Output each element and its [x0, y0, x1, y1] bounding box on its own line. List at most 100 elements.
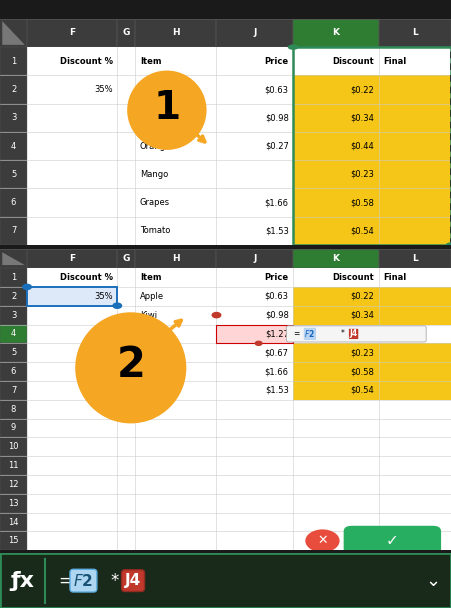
Bar: [0, 287, 27, 306]
Text: 2: 2: [11, 292, 16, 301]
Text: 9: 9: [11, 424, 16, 432]
Bar: [0, 456, 27, 475]
Bar: [0, 306, 27, 325]
Bar: [0, 513, 27, 531]
Bar: [27, 325, 451, 344]
Text: ƒx: ƒx: [10, 571, 35, 590]
Bar: [27, 513, 451, 531]
Text: Tomato: Tomato: [140, 226, 170, 235]
Bar: [0, 47, 27, 75]
Bar: [27, 217, 451, 245]
Text: Discount: Discount: [332, 273, 374, 282]
Text: $0.22: $0.22: [350, 292, 374, 301]
Text: $0.23: $0.23: [350, 348, 374, 358]
Text: $1.66: $1.66: [265, 367, 289, 376]
Bar: [27, 456, 451, 475]
Text: 35%: 35%: [94, 292, 113, 301]
Bar: [293, 47, 451, 245]
Text: 10: 10: [8, 442, 19, 451]
Text: J4: J4: [350, 330, 358, 339]
Bar: [293, 161, 379, 188]
Bar: [0, 494, 27, 513]
Text: Mango: Mango: [140, 348, 168, 358]
Text: $0.27: $0.27: [265, 142, 289, 151]
Text: $0.63: $0.63: [265, 85, 289, 94]
Text: $1.27: $1.27: [265, 330, 289, 339]
Bar: [379, 287, 451, 306]
Text: 5: 5: [11, 170, 16, 179]
Text: $0.54: $0.54: [350, 226, 374, 235]
Bar: [27, 287, 117, 306]
Text: 6: 6: [11, 198, 16, 207]
Text: L: L: [412, 29, 418, 38]
Bar: [0, 188, 27, 217]
Bar: [27, 344, 451, 362]
Text: *: *: [111, 572, 119, 590]
Bar: [27, 161, 451, 188]
Bar: [379, 306, 451, 325]
Text: ✕: ✕: [317, 534, 328, 547]
Bar: [27, 381, 451, 400]
Bar: [293, 75, 379, 104]
Text: H: H: [172, 29, 179, 38]
Bar: [0, 437, 27, 456]
Bar: [216, 19, 293, 47]
Text: K: K: [332, 29, 340, 38]
Text: F: F: [69, 29, 75, 38]
FancyBboxPatch shape: [344, 526, 441, 556]
Text: Final: Final: [383, 57, 407, 66]
Text: 2: 2: [116, 344, 145, 385]
Bar: [135, 249, 216, 268]
Text: $1.53: $1.53: [265, 386, 289, 395]
Text: F: F: [69, 254, 75, 263]
Text: 8: 8: [11, 405, 16, 413]
Bar: [293, 132, 379, 161]
Text: 15: 15: [8, 536, 19, 545]
Bar: [293, 249, 379, 268]
Text: Apple: Apple: [140, 292, 164, 301]
Bar: [0, 19, 451, 47]
Circle shape: [288, 44, 299, 50]
Bar: [293, 306, 379, 325]
Text: $0.22: $0.22: [350, 85, 374, 94]
Bar: [135, 19, 216, 47]
Bar: [27, 287, 451, 306]
Bar: [27, 306, 451, 325]
Polygon shape: [2, 21, 25, 45]
Bar: [216, 249, 293, 268]
Bar: [27, 531, 451, 550]
Text: $F$2: $F$2: [74, 573, 93, 589]
Text: =: =: [59, 572, 73, 590]
Bar: [27, 418, 451, 437]
Bar: [379, 188, 451, 217]
Text: $F$2: $F$2: [304, 328, 315, 339]
Bar: [379, 75, 451, 104]
Bar: [117, 19, 135, 47]
Bar: [293, 381, 379, 400]
Text: 7: 7: [11, 386, 16, 395]
Bar: [0, 531, 27, 550]
Text: 1: 1: [11, 57, 16, 66]
Text: 3: 3: [11, 311, 16, 320]
Bar: [27, 104, 451, 132]
Text: Item: Item: [140, 57, 161, 66]
Text: $0.34: $0.34: [350, 311, 374, 320]
Text: Tomato: Tomato: [140, 386, 170, 395]
Text: Discount: Discount: [332, 57, 374, 66]
Text: $0.98: $0.98: [265, 113, 289, 122]
Text: *: *: [341, 330, 345, 339]
Bar: [379, 132, 451, 161]
Text: H: H: [172, 254, 179, 263]
Text: J4: J4: [125, 573, 141, 588]
Bar: [0, 475, 27, 494]
Bar: [379, 104, 451, 132]
Bar: [27, 132, 451, 161]
Bar: [27, 437, 451, 456]
Bar: [216, 325, 293, 344]
Text: 11: 11: [8, 461, 19, 470]
Bar: [27, 400, 451, 418]
Bar: [293, 362, 379, 381]
Text: Item: Item: [140, 273, 161, 282]
FancyBboxPatch shape: [286, 326, 426, 342]
Bar: [27, 362, 451, 381]
